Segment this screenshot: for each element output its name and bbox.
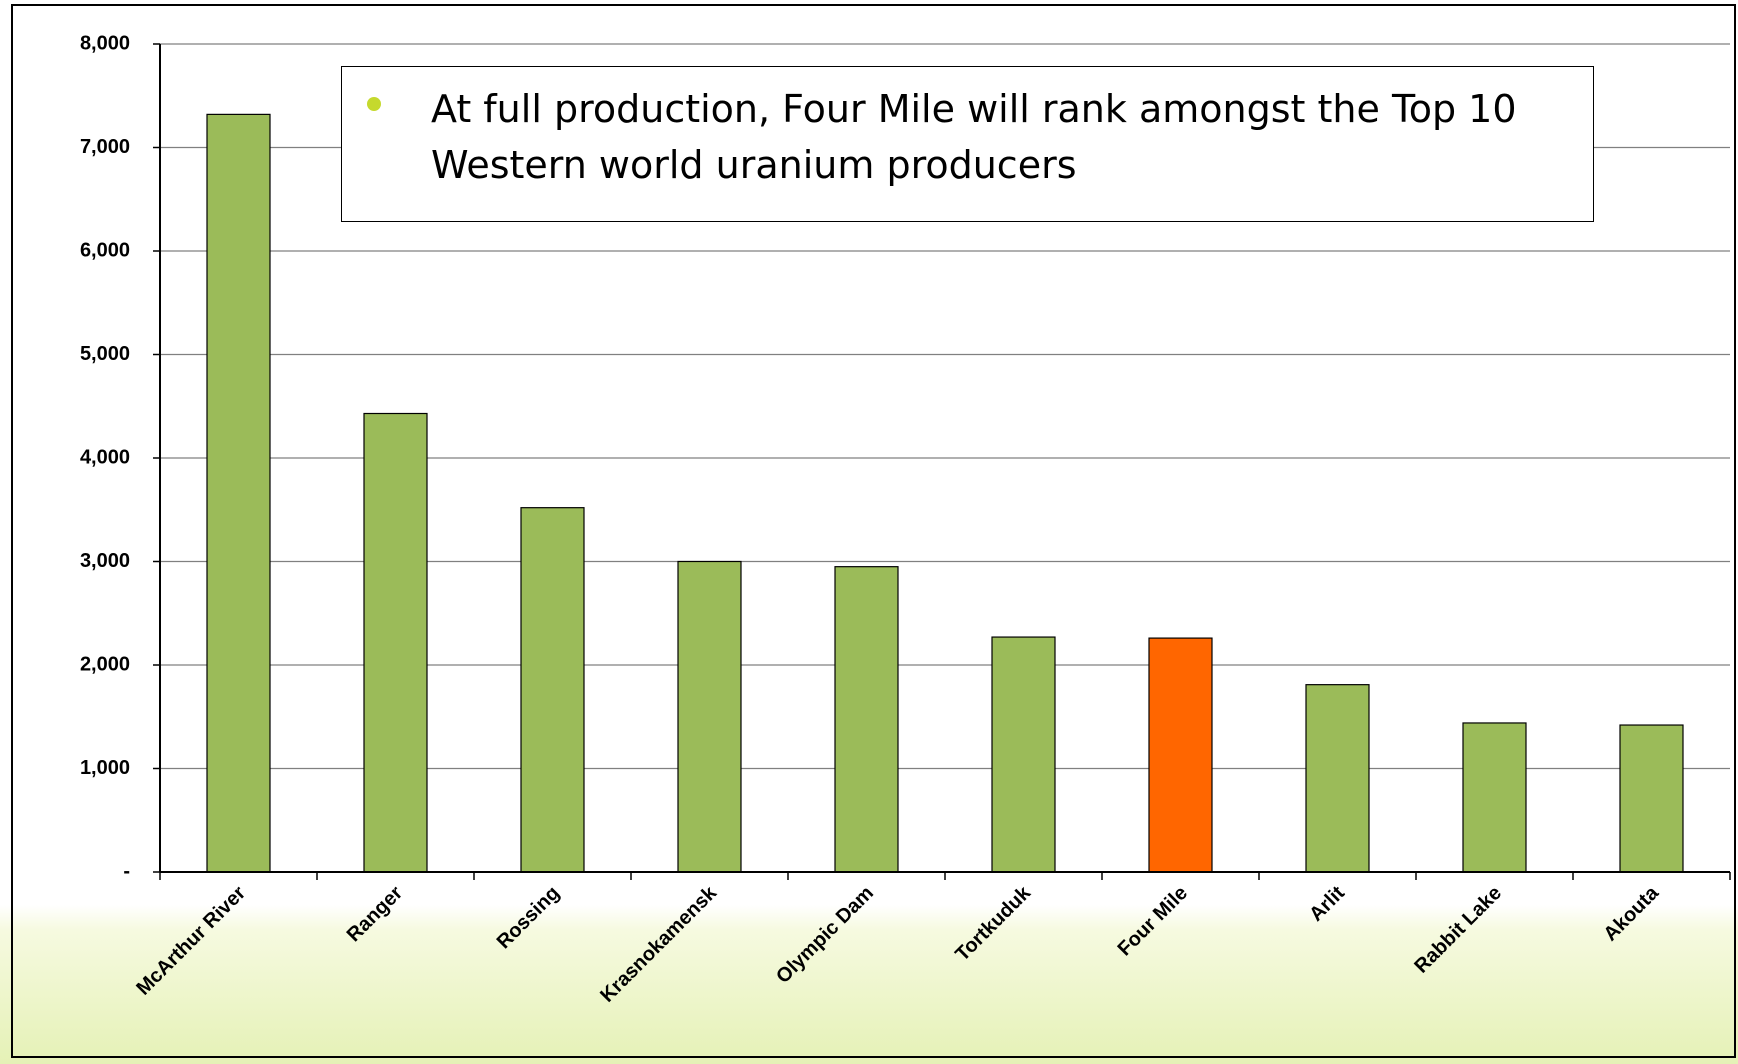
x-tick-label: Four Mile: [1114, 882, 1192, 960]
bar: [363, 412, 428, 873]
axes: [153, 43, 1731, 880]
bar: [1619, 724, 1684, 873]
y-tick-label: 2,000: [80, 653, 130, 675]
y-tick-label: 1,000: [80, 757, 130, 779]
bars: [206, 113, 1684, 873]
bar: [1148, 637, 1213, 873]
y-tick-label: 8,000: [80, 32, 130, 54]
x-tick-label: Rossing: [493, 882, 564, 953]
y-tick-label: 3,000: [80, 550, 130, 572]
y-tick-label: 6,000: [80, 239, 130, 261]
callout-box: At full production, Four Mile will rank …: [341, 66, 1594, 222]
x-tick-label: Akouta: [1600, 881, 1664, 945]
y-tick-label: 5,000: [80, 343, 130, 365]
x-tick-label: Krasnokamensk: [596, 881, 721, 1006]
x-tick-label: Rabbit Lake: [1410, 882, 1506, 978]
bullet-icon: [367, 97, 381, 111]
y-tick-label: -: [123, 860, 130, 882]
y-tick-label: 4,000: [80, 446, 130, 468]
x-tick-label: McArthur River: [132, 882, 250, 1000]
y-tick-label: 7,000: [80, 136, 130, 158]
bar: [1305, 684, 1370, 873]
callout-text: At full production, Four Mile will rank …: [431, 87, 1517, 187]
bar: [991, 636, 1056, 873]
x-tick-label: Tortkuduk: [951, 881, 1035, 965]
slide-frame: [11, 4, 1736, 1058]
bar: [677, 560, 742, 873]
bar: [206, 113, 271, 873]
bar: [520, 507, 585, 873]
x-tick-label: Arlit: [1305, 882, 1349, 926]
x-tick-label: Ranger: [343, 882, 407, 946]
bar: [834, 566, 899, 873]
bar: [1462, 722, 1527, 873]
x-tick-label: Olympic Dam: [772, 882, 878, 988]
